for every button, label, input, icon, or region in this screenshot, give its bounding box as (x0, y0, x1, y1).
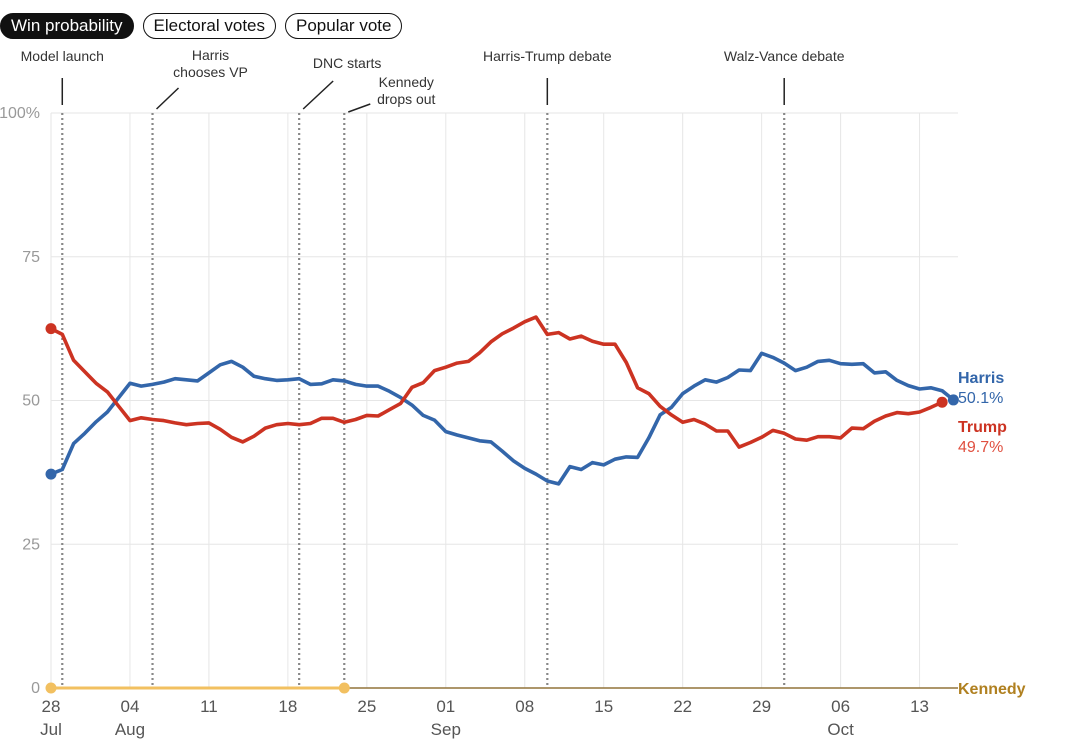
x-tick-month-label: Oct (827, 720, 854, 739)
y-tick-label: 25 (22, 536, 40, 553)
event-label: Kennedy (379, 74, 434, 90)
x-tick-month-label: Aug (115, 720, 145, 739)
event-label: Walz-Vance debate (724, 48, 845, 64)
harris-series-line (49, 351, 956, 486)
x-tick-label: 06 (831, 697, 850, 716)
y-tick-label: 100% (0, 105, 40, 122)
tab-popular-vote[interactable]: Popular vote (285, 13, 403, 39)
y-tick-label: 75 (22, 249, 40, 266)
y-tick-label: 0 (31, 680, 40, 697)
event-leader-line (156, 87, 180, 110)
trump-end-marker (936, 396, 948, 408)
event-label: Harris (192, 47, 229, 63)
x-tick-label: 29 (752, 697, 771, 716)
kennedy-end-marker (338, 682, 350, 694)
x-tick-month-label: Jul (40, 720, 62, 739)
trump-value-label: 49.7% (958, 439, 1003, 456)
harris-start-marker (45, 468, 57, 480)
event-label: DNC starts (313, 55, 381, 71)
trump-label: Trump (958, 419, 1007, 436)
x-tick-label: 08 (515, 697, 534, 716)
harris-value-label: 50.1% (958, 390, 1003, 407)
trump-series-line (49, 315, 944, 449)
x-tick-label: 18 (278, 697, 297, 716)
x-tick-label: 01 (436, 697, 455, 716)
harris-end-marker (947, 394, 959, 406)
x-tick-label: 11 (200, 697, 218, 716)
x-tick-label: 28 (42, 697, 61, 716)
kennedy-label: Kennedy (958, 681, 1026, 698)
y-tick-label: 50 (22, 393, 40, 410)
event-label: drops out (377, 91, 435, 107)
trump-start-marker (45, 323, 57, 335)
x-tick-month-label: Sep (431, 720, 461, 739)
event-label: chooses VP (173, 64, 248, 80)
x-tick-label: 25 (357, 697, 376, 716)
event-label: Model launch (21, 48, 104, 64)
event-leader-line (302, 80, 334, 110)
event-leader-line (348, 103, 371, 113)
x-tick-label: 15 (594, 697, 613, 716)
tab-electoral-votes[interactable]: Electoral votes (142, 13, 276, 39)
kennedy-start-marker (45, 682, 57, 694)
harris-label: Harris (958, 370, 1004, 387)
x-tick-label: 22 (673, 697, 692, 716)
x-tick-label: 04 (120, 697, 139, 716)
tab-win-probability[interactable]: Win probability (0, 13, 134, 39)
event-label: Harris-Trump debate (483, 48, 612, 64)
chart-mode-tabs: Win probability Electoral votes Popular … (0, 13, 403, 39)
x-tick-label: 13 (910, 697, 929, 716)
